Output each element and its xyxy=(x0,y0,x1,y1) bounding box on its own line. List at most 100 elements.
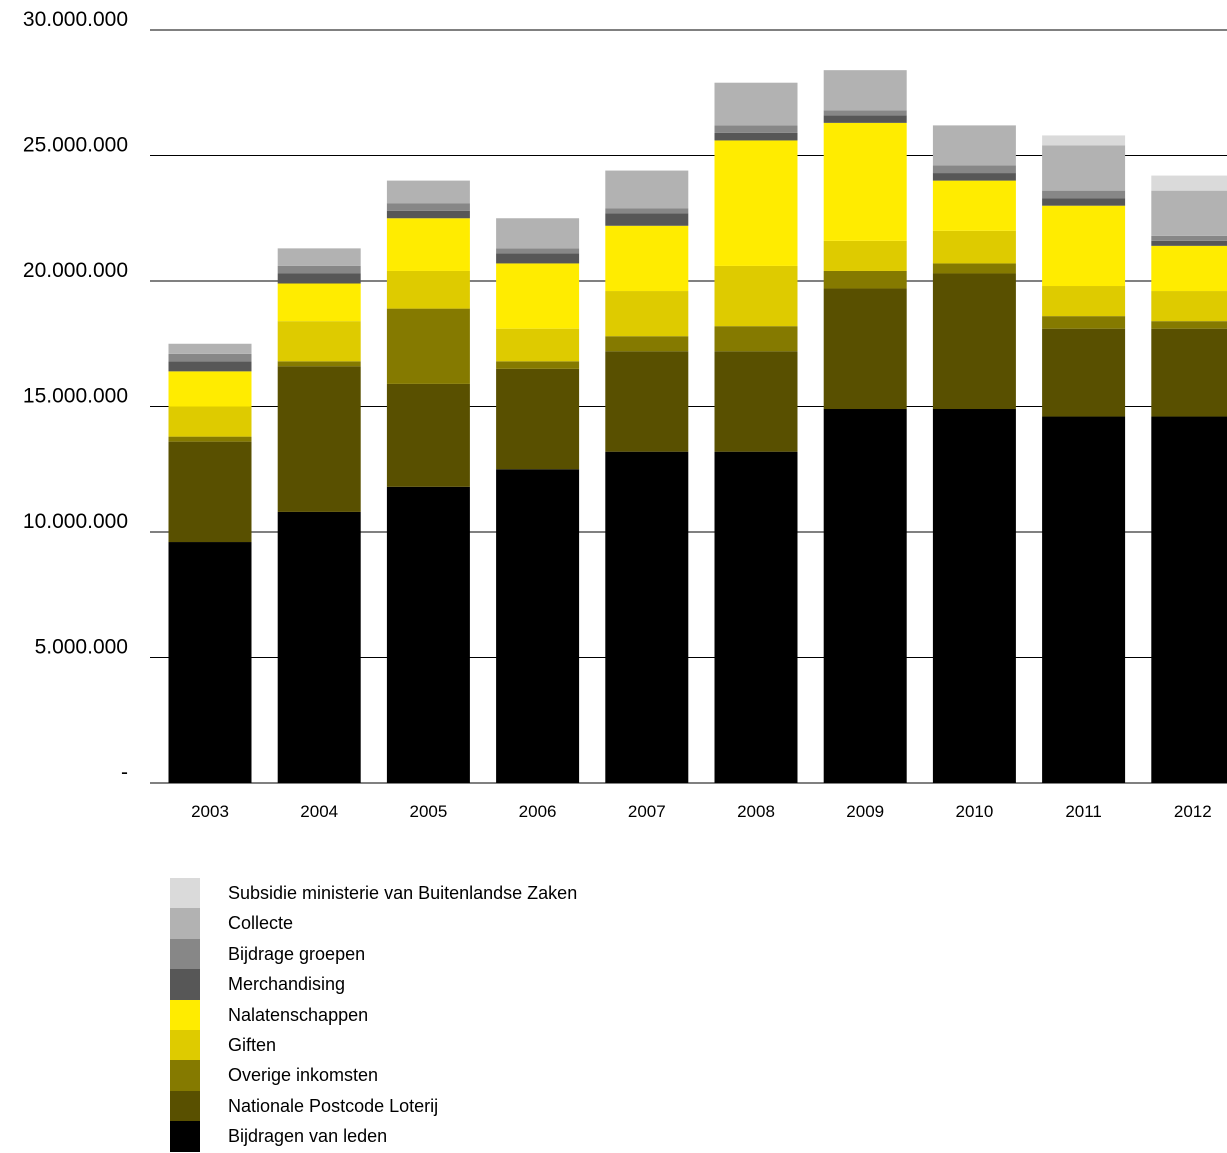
bar-segment xyxy=(932,180,1016,231)
x-tick-label: 2011 xyxy=(1065,802,1102,821)
bar-segment xyxy=(1042,145,1126,191)
bar-segment xyxy=(168,436,252,442)
bar-segment xyxy=(1042,316,1126,329)
bar-segment xyxy=(823,110,907,116)
bar-segment xyxy=(932,263,1016,274)
y-tick-label: 20.000.000 xyxy=(23,259,128,282)
legend-swatch xyxy=(170,878,200,909)
bar-segment xyxy=(605,170,689,209)
bar-segment xyxy=(168,371,252,407)
legend-label: Nationale Postcode Loterij xyxy=(228,1095,439,1116)
legend-label: Merchandising xyxy=(228,974,346,995)
bar-segment xyxy=(1151,328,1227,417)
stacked-bar-chart: - 5.000.000 10.000.000 15.000.000 20.000.000… xyxy=(23,8,1227,821)
legend-swatch xyxy=(170,1121,200,1152)
bar-segment xyxy=(714,140,798,266)
bar-segment xyxy=(496,263,580,329)
bar-segment xyxy=(932,409,1016,783)
bar-segment xyxy=(1151,321,1227,329)
bar-segment xyxy=(277,511,361,783)
y-tick-label: 30.000.000 xyxy=(23,8,128,31)
bar-segment xyxy=(932,273,1016,410)
bars xyxy=(168,70,1227,783)
bar-segment xyxy=(1042,286,1126,317)
bar-segment xyxy=(496,248,580,254)
bar-segment xyxy=(714,351,798,452)
bar-segment xyxy=(1042,416,1126,783)
y-tick-label: 15.000.000 xyxy=(23,385,128,408)
bar-segment xyxy=(168,441,252,543)
bar-segment xyxy=(386,383,470,487)
y-tick-label: 25.000.000 xyxy=(23,134,128,157)
bar-segment xyxy=(496,218,580,249)
legend-label: Nalatenschappen xyxy=(228,1004,369,1025)
bar-segment xyxy=(932,173,1016,181)
bar-segment xyxy=(386,308,470,384)
bar-segment xyxy=(277,361,361,367)
bar-segment xyxy=(605,213,689,226)
x-tick-label: 2012 xyxy=(1174,802,1212,821)
bar-segment xyxy=(277,366,361,512)
bar-segment xyxy=(823,409,907,783)
bar-segment xyxy=(386,486,470,783)
bar-segment xyxy=(277,265,361,274)
bar-segment xyxy=(823,240,907,271)
bar-segment xyxy=(714,326,798,352)
bar-segment xyxy=(386,270,470,309)
legend-label: Overige inkomsten xyxy=(228,1065,379,1086)
bar-segment xyxy=(1042,190,1126,199)
legend-label: Subsidie ministerie van Buitenlandse Zak… xyxy=(228,883,578,903)
bar-segment xyxy=(932,230,1016,264)
x-tick-label: 2005 xyxy=(409,802,447,821)
bar-segment xyxy=(714,265,798,327)
bar-segment xyxy=(1042,205,1126,287)
bar-segment xyxy=(823,288,907,410)
bar-segment xyxy=(386,203,470,211)
bar-segment xyxy=(1042,198,1126,206)
legend-swatch xyxy=(170,1090,200,1122)
bar-segment xyxy=(168,343,252,354)
bar-segment xyxy=(714,451,798,783)
bar-segment xyxy=(386,218,470,271)
legend-label: Giften xyxy=(228,1034,277,1055)
bar-segment xyxy=(277,321,361,362)
bar-segment xyxy=(1042,135,1126,146)
legend-label: Bijdragen van leden xyxy=(228,1126,388,1147)
axes: - 5.000.000 10.000.000 15.000.000 20.000.000… xyxy=(23,8,1212,821)
x-tick-label: 2006 xyxy=(519,802,557,821)
legend-label: Bijdrage groepen xyxy=(228,943,366,964)
bar-segment xyxy=(714,125,798,133)
bar-segment xyxy=(1151,240,1227,246)
bar-segment xyxy=(932,165,1016,174)
bar-segment xyxy=(168,361,252,372)
bar-segment xyxy=(1151,416,1227,783)
y-tick-label: - xyxy=(121,761,128,784)
bar-segment xyxy=(168,406,252,437)
bar-segment xyxy=(1151,235,1227,241)
bar-segment xyxy=(605,225,689,292)
legend-swatch xyxy=(170,1060,200,1091)
bar-segment xyxy=(605,336,689,352)
bar-segment xyxy=(496,368,580,470)
bar-segment xyxy=(605,208,689,214)
bar-segment xyxy=(714,132,798,141)
x-tick-label: 2004 xyxy=(300,802,338,821)
bar-segment xyxy=(823,270,907,289)
bar-segment xyxy=(605,351,689,452)
bar-segment xyxy=(496,361,580,369)
bar-segment xyxy=(168,353,252,362)
bar-segment xyxy=(823,70,907,111)
x-tick-label: 2003 xyxy=(191,802,229,821)
y-tick-label: 5.000.000 xyxy=(35,636,128,659)
bar-segment xyxy=(277,248,361,266)
bar-segment xyxy=(605,291,689,337)
x-tick-label: 2009 xyxy=(846,802,884,821)
bar-segment xyxy=(932,125,1016,166)
y-tick-label: 10.000.000 xyxy=(23,510,128,533)
bar-segment xyxy=(496,469,580,783)
bar-segment xyxy=(1151,245,1227,292)
bar-segment xyxy=(823,122,907,241)
bar-segment xyxy=(277,283,361,322)
bar-segment xyxy=(386,210,470,219)
bar-segment xyxy=(605,451,689,783)
